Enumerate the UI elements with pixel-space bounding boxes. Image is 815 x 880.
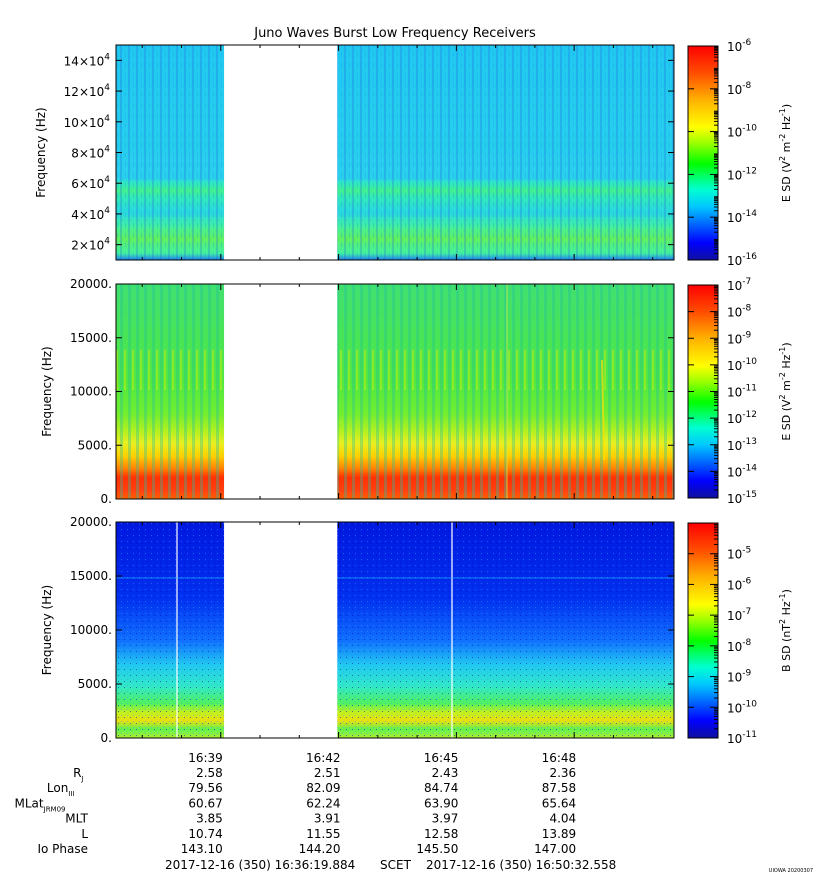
colorbar-tick-label: 10-14 — [727, 463, 757, 479]
y-tick-label: 4×104 — [71, 206, 110, 222]
colorbar-tick-label: 10-10 — [727, 357, 757, 373]
ephemeris-value: 143.10 — [181, 842, 223, 856]
ephemeris-value: 87.58 — [542, 781, 576, 795]
scet-label: SCET — [380, 858, 412, 872]
ephemeris-value: 3.97 — [432, 812, 459, 826]
ephemeris-row-label: LonIII — [47, 781, 75, 798]
colorbar-tick-label: 10-8 — [727, 81, 752, 97]
ephemeris-value: 79.56 — [188, 781, 222, 795]
y-tick-label: 15000. — [70, 331, 112, 345]
y-tick-label: 10000. — [70, 623, 112, 637]
colorbar-tick-label: 10-8 — [727, 304, 752, 320]
ephemeris-value: 2.51 — [314, 766, 341, 780]
colorbar-tick-label: 10-12 — [727, 166, 757, 182]
y-tick-label: 15000. — [70, 569, 112, 583]
colorbar-tick-label: 10-11 — [727, 384, 757, 400]
y-axis-label: Frequency (Hz) — [40, 346, 54, 437]
colorbar-tick-label: 10-10 — [727, 124, 757, 140]
spectrogram-texture — [116, 45, 674, 260]
y-tick-label: 20000. — [70, 277, 112, 291]
ephemeris-row-label: RJ — [73, 766, 83, 783]
ephemeris-value: 2.58 — [196, 766, 223, 780]
colorbar-tick-label: 10-11 — [727, 730, 757, 746]
colorbar-tick-label: 10-6 — [727, 576, 752, 592]
ephemeris-value: 60.67 — [188, 796, 222, 810]
panel-2: 20000. 15000. 10000. 5000. 0. Frequency (Hz) 1… — [40, 277, 793, 506]
y-tick-label: 5000. — [78, 438, 112, 452]
ephemeris-row-label: Io Phase — [37, 842, 88, 856]
end-time-label: 2017-12-16 (350) 16:50:32.558 — [426, 858, 616, 872]
colorbar-label: E SD (V2 m-2 Hz-1) — [778, 104, 793, 202]
y-tick-label: 0. — [101, 492, 112, 506]
spectrogram-panels: 2×104 4×104 6×104 8×104 10×104 12×104 14×104 Fr… — [34, 38, 793, 746]
ephemeris-table: 16:39 16:42 16:45 16:48 RJ 2.58 2.51 2.43 2.36 Lo… — [15, 751, 577, 856]
y-tick-label: 2×104 — [71, 237, 110, 253]
ephemeris-value: 144.20 — [299, 842, 341, 856]
ephemeris-value: 63.90 — [424, 796, 458, 810]
ephemeris-value: 3.85 — [196, 812, 223, 826]
ephemeris-value: 12.58 — [424, 827, 458, 841]
y-tick-label: 14×104 — [64, 52, 111, 68]
panel-1: 2×104 4×104 6×104 8×104 10×104 12×104 14×104 Fr… — [34, 38, 793, 268]
emission-feature — [601, 359, 605, 461]
colorbar-label: E SD (V2 m-2 Hz-1) — [778, 342, 793, 440]
ephemeris-value: 147.00 — [534, 842, 576, 856]
ephemeris-value: 82.09 — [306, 781, 340, 795]
ephemeris-value: 145.50 — [416, 842, 458, 856]
ephemeris-row-label: MLatJRM09 — [15, 796, 66, 813]
ephemeris-value: 3.91 — [314, 812, 341, 826]
spectrogram-texture — [116, 284, 674, 499]
y-axis-label: Frequency (Hz) — [34, 107, 48, 198]
y-tick-label: 8×104 — [71, 145, 110, 161]
colorbar-tick-label: 10-6 — [727, 38, 752, 54]
ephemeris-value: 2.36 — [549, 766, 576, 780]
colorbar-tick-label: 10-7 — [727, 277, 751, 293]
y-tick-label: 12×104 — [64, 83, 111, 99]
colorbar-tick-label: 10-9 — [727, 669, 752, 685]
colorbar-tick-label: 10-10 — [727, 699, 757, 715]
colorbar-tick-label: 10-5 — [727, 546, 751, 562]
start-time-label: 2017-12-16 (350) 16:36:19.884 — [165, 858, 355, 872]
colorbar-tick-label: 10-14 — [727, 209, 757, 225]
ephemeris-value: 62.24 — [306, 796, 340, 810]
colorbar-tick-label: 10-8 — [727, 638, 752, 654]
panel-3: 20000. 15000. 10000. 5000. 0. Frequency (Hz) 1… — [40, 515, 793, 746]
y-tick-label: 5000. — [78, 677, 112, 691]
colorbar-tick-label: 10-7 — [727, 607, 751, 623]
ephemeris-value: 4.04 — [549, 812, 576, 826]
colorbar — [687, 45, 719, 261]
y-axis-label: Frequency (Hz) — [40, 585, 54, 676]
y-tick-label: 10×104 — [64, 114, 111, 130]
data-gap — [224, 44, 338, 261]
chart-title: Juno Waves Burst Low Frequency Receivers — [253, 26, 536, 41]
data-gap — [224, 283, 338, 500]
ephemeris-value: 11.55 — [306, 827, 340, 841]
ephemeris-row-label: MLT — [65, 812, 88, 826]
colorbar-tick-label: 10-15 — [727, 490, 757, 506]
colorbar-tick-label: 10-13 — [727, 437, 757, 453]
y-tick-label: 0. — [101, 731, 112, 745]
colorbar-tick-label: 10-9 — [727, 330, 752, 346]
colorbar-tick-label: 10-16 — [727, 252, 757, 268]
y-tick-label: 20000. — [70, 515, 112, 529]
ephemeris-row-label: L — [81, 827, 88, 841]
y-tick-label: 10000. — [70, 385, 112, 399]
time-tick-label: 16:42 — [306, 751, 341, 765]
ephemeris-value: 10.74 — [188, 827, 222, 841]
spectrogram-texture — [116, 522, 674, 738]
time-tick-label: 16:39 — [188, 751, 223, 765]
ephemeris-value: 65.64 — [542, 796, 576, 810]
colorbar-tick-label: 10-12 — [727, 410, 757, 426]
ephemeris-value: 84.74 — [424, 781, 458, 795]
ephemeris-value: 2.43 — [432, 766, 459, 780]
ephemeris-value: 13.89 — [542, 827, 576, 841]
colorbar — [687, 522, 719, 739]
time-tick-label: 16:48 — [542, 751, 577, 765]
time-tick-label: 16:45 — [424, 751, 459, 765]
y-tick-label: 6×104 — [71, 175, 110, 191]
data-gap — [224, 521, 338, 739]
watermark: UIOWA 20200307 — [769, 868, 813, 874]
colorbar-label: B SD (nT2 Hz-1) — [778, 589, 793, 672]
